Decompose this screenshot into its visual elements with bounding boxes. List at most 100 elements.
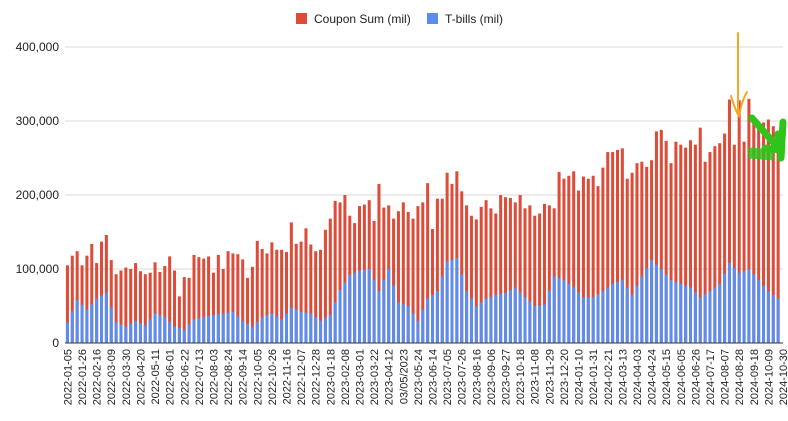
tbills-bar	[382, 280, 386, 343]
coupon-bar	[674, 141, 678, 343]
x-tick-label: 2022-10-05	[252, 349, 264, 405]
coupon-bar	[338, 202, 342, 343]
x-tick-label: 2024-08-07	[720, 349, 732, 405]
tbills-bar	[362, 269, 366, 343]
tbills-bar	[173, 326, 177, 343]
tbills-bar	[766, 291, 770, 343]
coupon-bar	[489, 208, 493, 343]
tbills-bar	[80, 304, 84, 343]
tbills-bar	[606, 287, 610, 343]
tbills-bar	[489, 296, 493, 343]
coupon-bar	[693, 144, 697, 343]
coupon-bar	[469, 215, 473, 343]
coupon-bar	[776, 144, 780, 343]
tbills-bar	[104, 292, 108, 343]
tbills-bar	[645, 268, 649, 343]
coupon-bar	[187, 277, 191, 343]
x-tick-label: 2023-07-05	[442, 349, 454, 405]
tbills-bar	[421, 309, 425, 343]
coupon-bar	[508, 197, 512, 343]
x-tick-label: 2024-10-30	[778, 349, 788, 405]
tbills-bar	[654, 264, 658, 343]
coupon-bar	[255, 240, 259, 343]
tbills-bar	[114, 322, 118, 343]
x-tick-label: 2023-11-29	[544, 349, 556, 404]
tbills-bar	[411, 313, 415, 343]
tbills-bar	[396, 302, 400, 343]
coupon-bar	[557, 172, 561, 343]
tbills-bar	[241, 320, 245, 343]
tbills-bar	[625, 287, 629, 343]
coupon-bar	[280, 249, 284, 343]
tbills-bar	[752, 274, 756, 343]
tbills-bar	[596, 294, 600, 343]
tbills-bar	[260, 317, 264, 343]
tbills-bar	[674, 281, 678, 343]
coupon-bar	[689, 140, 693, 343]
tbills-bar	[664, 274, 668, 343]
tbills-bar	[138, 323, 142, 343]
legend-label-coupon: Coupon Sum (mil)	[314, 12, 411, 26]
coupon-bar	[236, 254, 240, 343]
x-tick-label: 2022-10-26	[267, 349, 279, 405]
x-tick-label: 2024-10-09	[763, 349, 775, 405]
x-tick-label: 2024-02-21	[603, 349, 615, 405]
coupon-bar	[138, 271, 142, 343]
tbills-bar	[747, 269, 751, 343]
tbills-bar	[255, 321, 259, 343]
coupon-bar	[153, 262, 157, 343]
coupon-bar	[343, 195, 347, 343]
x-tick-label: 03/05/2023	[398, 349, 410, 404]
tbills-bar	[406, 306, 410, 343]
tbills-bar	[392, 285, 396, 343]
coupon-bar	[601, 167, 605, 343]
x-tick-label: 2022-06-01	[165, 349, 177, 405]
tbills-bar	[353, 272, 357, 343]
tbills-bar	[630, 294, 634, 343]
tbills-bar	[314, 317, 318, 343]
tbills-bar	[348, 274, 352, 343]
tbills-bar	[557, 278, 561, 343]
coupon-bar	[319, 249, 323, 343]
tbills-bar	[70, 311, 74, 343]
coupon-bar	[620, 148, 624, 343]
coupon-bar	[265, 253, 269, 343]
x-tick-label: 2023-03-22	[369, 349, 381, 405]
x-tick-label: 2024-03-13	[617, 349, 629, 405]
coupon-bar	[377, 183, 381, 343]
tbills-bar	[319, 320, 323, 343]
tbills-bar	[523, 297, 527, 343]
coupon-bar	[309, 244, 313, 343]
tbills-bar	[713, 287, 717, 343]
coupon-bar	[771, 126, 775, 344]
coupon-bar	[435, 198, 439, 343]
coupon-bar	[197, 257, 201, 343]
coupon-bar	[299, 241, 303, 343]
tbills-bar	[635, 285, 639, 343]
x-tick-label: 2023-01-18	[325, 349, 337, 405]
tbills-bar	[455, 257, 459, 343]
coupon-bar	[586, 178, 590, 343]
coupon-bar	[163, 266, 167, 343]
coupon-bar	[611, 152, 615, 343]
tbills-bar	[474, 306, 478, 343]
coupon-bar	[650, 160, 654, 343]
tbills-bar	[538, 305, 542, 343]
y-tick-label: 400,000	[16, 40, 60, 54]
coupon-bar	[260, 249, 264, 343]
coupon-bar	[304, 228, 308, 343]
x-tick-label: 2023-07-26	[457, 349, 469, 405]
tbills-bar	[620, 280, 624, 343]
coupon-bar	[513, 202, 517, 343]
tbills-bar	[304, 312, 308, 343]
green-highlight-annotation	[748, 147, 774, 161]
x-tick-label: 2023-09-06	[486, 349, 498, 405]
tbills-bar	[528, 301, 532, 343]
coupon-bar	[654, 131, 658, 343]
tbills-bar	[708, 291, 712, 343]
tbills-bar	[577, 292, 581, 343]
coupon-bar	[635, 163, 639, 343]
coupon-bar	[382, 207, 386, 343]
tbills-bar	[309, 313, 313, 343]
